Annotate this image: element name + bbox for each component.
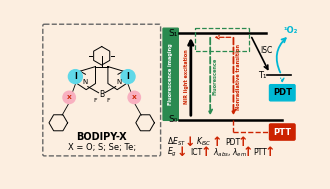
Circle shape xyxy=(121,70,135,84)
Text: Fluorescence imaging: Fluorescence imaging xyxy=(168,43,173,105)
Text: NIR light excitation: NIR light excitation xyxy=(184,49,189,104)
Text: ↑: ↑ xyxy=(265,146,275,159)
Text: PDT: PDT xyxy=(225,138,240,146)
Text: $\lambda_{abs}$, $\lambda_{em}$: $\lambda_{abs}$, $\lambda_{em}$ xyxy=(213,146,248,159)
Circle shape xyxy=(68,70,82,84)
Text: T₁: T₁ xyxy=(258,70,266,80)
Text: I: I xyxy=(127,72,129,81)
Text: ↓: ↓ xyxy=(177,146,187,159)
Text: PDT: PDT xyxy=(273,88,292,97)
Text: X = O; S; Se; Te;: X = O; S; Se; Te; xyxy=(68,143,136,152)
Text: ↑: ↑ xyxy=(212,136,222,149)
Text: BODIPY-X: BODIPY-X xyxy=(76,132,127,142)
Text: X: X xyxy=(67,95,72,100)
Text: X: X xyxy=(132,95,137,100)
Text: $\Delta E_{ST}$: $\Delta E_{ST}$ xyxy=(167,136,186,148)
Text: ↑: ↑ xyxy=(242,146,253,159)
FancyBboxPatch shape xyxy=(270,85,295,101)
Text: B: B xyxy=(99,90,104,99)
Text: F: F xyxy=(106,98,110,103)
Text: N: N xyxy=(116,79,121,85)
Text: ICT: ICT xyxy=(190,148,202,157)
Circle shape xyxy=(63,91,75,104)
Circle shape xyxy=(128,91,141,104)
FancyBboxPatch shape xyxy=(163,28,179,120)
Text: $K_{ISC}$: $K_{ISC}$ xyxy=(196,136,212,148)
Text: ¹O₂: ¹O₂ xyxy=(283,26,298,35)
Text: PTT: PTT xyxy=(273,128,291,136)
Text: F: F xyxy=(94,98,97,103)
Text: ↓: ↓ xyxy=(185,136,195,149)
Text: ↑: ↑ xyxy=(238,136,248,149)
Text: ISC: ISC xyxy=(260,46,272,55)
Text: S₀: S₀ xyxy=(168,115,178,124)
Text: I: I xyxy=(74,72,77,81)
Text: N: N xyxy=(82,79,87,85)
Text: Nonradiative transition: Nonradiative transition xyxy=(236,44,241,110)
Text: PTT: PTT xyxy=(253,148,267,157)
Text: S₁: S₁ xyxy=(168,29,178,38)
FancyBboxPatch shape xyxy=(270,124,295,140)
Text: Fluorescence: Fluorescence xyxy=(212,58,217,95)
Text: $E_g$: $E_g$ xyxy=(167,146,177,159)
Text: ↑: ↑ xyxy=(201,146,212,159)
